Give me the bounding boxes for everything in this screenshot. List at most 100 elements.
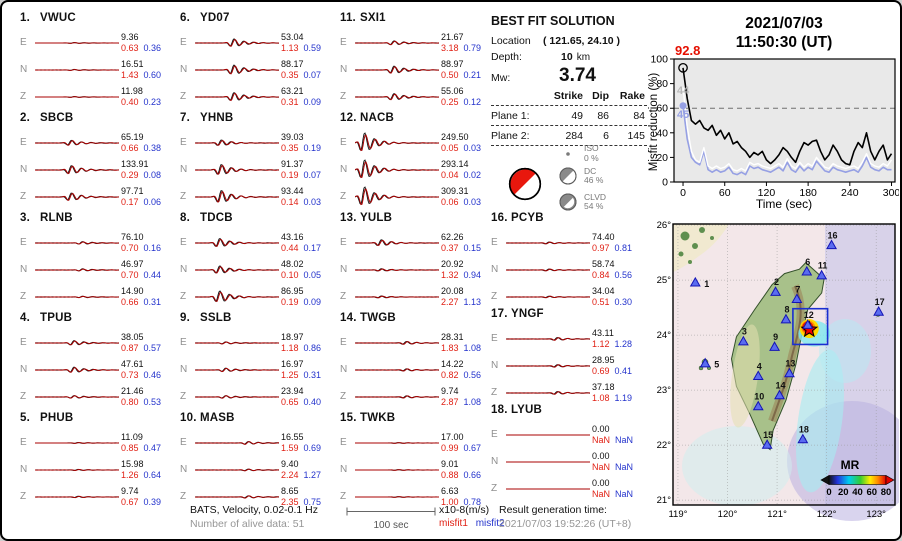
misfit2-value: 0.59 <box>303 42 322 53</box>
waveform-trace <box>506 390 590 395</box>
svg-text:80: 80 <box>656 78 668 90</box>
misfit2-value: 0.31 <box>143 296 162 307</box>
component-label: E <box>180 437 187 448</box>
misfit1-value: 2.35 <box>281 496 299 507</box>
station-marker-number: 6 <box>805 257 810 267</box>
misfit1-value: 1.00 <box>441 496 459 507</box>
waveform-trace <box>195 139 279 146</box>
trace-values: 9.74 2.87 1.08 <box>441 386 481 407</box>
misfit1-value: 2.27 <box>441 296 459 307</box>
svg-text:60: 60 <box>719 187 731 199</box>
misfit1-value: 0.14 <box>281 196 299 207</box>
trace-values: 18.97 1.18 0.86 <box>281 332 321 353</box>
trace-values: 9.40 2.24 1.27 <box>281 459 321 480</box>
trace-row-E: E 21.67 3.18 0.79 <box>340 29 498 56</box>
trace-values: 9.01 0.88 0.66 <box>441 459 481 480</box>
misfit1-value: 0.05 <box>441 142 459 153</box>
trace-values: 16.97 1.25 0.31 <box>281 359 321 380</box>
station-column-1: 1. VWUC E 9.36 0.63 0.36 N 16.51 1.43 0.60 … <box>20 12 178 512</box>
trace-row-E: E 74.40 0.97 0.81 <box>491 229 645 256</box>
misfit2-value: 0.23 <box>143 96 162 107</box>
component-label: Z <box>180 391 187 402</box>
misfit2-value: 0.57 <box>143 342 162 353</box>
map-svg: 1 2345678910111213141516171826°25°24°23°2… <box>657 220 900 521</box>
trace-row-E: E 28.31 1.83 1.08 <box>340 329 498 356</box>
misfit1-value: 0.99 <box>441 442 459 453</box>
misfit2-value: 0.94 <box>463 269 482 280</box>
station-marker-number: 17 <box>875 297 885 307</box>
component-label: Z <box>20 91 27 102</box>
waveform-trace <box>506 336 590 341</box>
trace-values: 17.00 0.99 0.67 <box>441 432 481 453</box>
misfit2-value: 0.31 <box>303 369 322 380</box>
trace-values: 88.97 0.50 0.21 <box>441 59 481 80</box>
iso-pct: 0 % <box>584 152 599 163</box>
trace-row-Z: Z 9.74 0.67 0.39 <box>20 483 178 510</box>
time-scalebar: 100 sec <box>346 506 436 533</box>
misfit1-value: 0.80 <box>121 396 139 407</box>
station-block-VWUC: 1. VWUC E 9.36 0.63 0.36 N 16.51 1.43 0.60 … <box>20 12 178 112</box>
misfit1-value: 0.66 <box>121 142 139 153</box>
nodal-planes-table: Strike Dip Rake Plane 1: 49 86 84 Plane … <box>491 88 649 146</box>
waveform-trace <box>355 39 439 45</box>
amplitude-value: 14.90 <box>121 286 144 296</box>
mr-colorbar: MR 0 20 40 60 80 <box>820 458 895 498</box>
misfit2-value: 0.05 <box>303 269 322 280</box>
trace-row-E: E 38.05 0.87 0.57 <box>20 329 178 356</box>
component-label: N <box>340 364 348 375</box>
clvd-item: CLVD 54 % <box>557 192 606 212</box>
waveform-trace <box>35 495 119 498</box>
component-label: Z <box>20 491 27 502</box>
misfit1-legend: misfit1 <box>439 518 468 529</box>
component-label: N <box>180 464 188 475</box>
component-label: E <box>180 137 187 148</box>
station-marker-icon <box>783 367 795 378</box>
dc-item: DC 46 % <box>557 166 603 186</box>
divider <box>491 145 647 146</box>
component-label: N <box>180 64 188 75</box>
station-header: 17. YNGF <box>491 308 645 325</box>
trace-row-Z: Z 11.98 0.40 0.23 <box>20 83 178 110</box>
plane-2-row: Plane 2: 284 6 145 <box>491 129 645 142</box>
trace-row-N: N 28.95 0.69 0.41 <box>491 352 645 379</box>
misfit2-value: 0.03 <box>463 196 482 207</box>
trace-values: 11.09 0.85 0.47 <box>121 432 161 453</box>
misfit2-value: 0.07 <box>303 169 322 180</box>
misfit2-value: 1.13 <box>463 296 482 307</box>
trace-row-Z: Z 55.06 0.25 0.12 <box>340 83 498 110</box>
amplitude-value: 9.01 <box>441 459 459 469</box>
misfit1-value: 0.87 <box>121 342 139 353</box>
svg-text:44: 44 <box>677 85 690 97</box>
svg-text:122°: 122° <box>817 509 837 520</box>
trace-values: 15.98 1.26 0.64 <box>121 459 161 480</box>
waveform-trace <box>506 434 590 435</box>
component-label: N <box>180 364 188 375</box>
misfit1-value: 0.10 <box>281 269 299 280</box>
misfit2-value: NaN <box>615 461 634 472</box>
amplitude-value: 63.21 <box>281 86 304 96</box>
misfit1-value: 0.88 <box>441 469 459 480</box>
component-label: E <box>20 37 27 48</box>
trace-row-Z: Z 309.31 0.06 0.03 <box>340 183 498 210</box>
trace-row-Z: Z 63.21 0.31 0.09 <box>180 83 338 110</box>
station-block-YNGF: 17. YNGF E 43.11 1.12 1.28 N 28.95 0.69 0.4… <box>491 308 645 404</box>
station-name: PCYB <box>511 212 544 224</box>
station-number: 12. <box>340 112 357 124</box>
station-name: LYUB <box>511 404 543 416</box>
station-header: 2. SBCB <box>20 112 178 129</box>
station-marker-number: 8 <box>784 305 789 315</box>
waveform-trace <box>195 440 279 445</box>
station-name: YNGF <box>511 308 544 320</box>
svg-text:60: 60 <box>866 487 877 498</box>
waveform-trace <box>195 494 279 499</box>
amplitude-value: 62.26 <box>441 232 464 242</box>
amplitude-value: 9.74 <box>121 486 139 496</box>
misfit1-value: 0.37 <box>441 242 459 253</box>
station-block-YD07: 6. YD07 E 53.04 1.13 0.59 N 88.17 0.35 0.07… <box>180 12 338 112</box>
station-number: 17. <box>491 308 508 320</box>
trace-values: 16.55 1.59 0.69 <box>281 432 321 453</box>
svg-text:20: 20 <box>656 152 668 164</box>
component-label: N <box>491 360 499 371</box>
trace-row-Z: Z 8.65 2.35 0.75 <box>180 483 338 510</box>
station-marker-icon <box>737 335 749 346</box>
